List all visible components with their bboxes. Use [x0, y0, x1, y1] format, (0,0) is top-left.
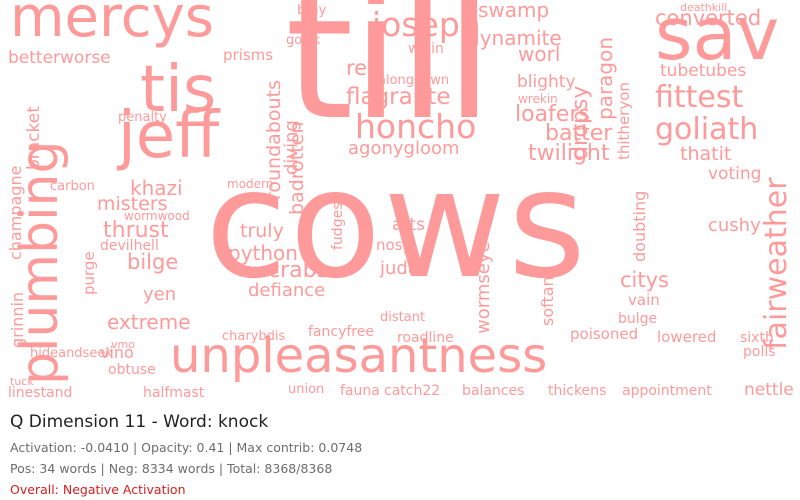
cloud-word: linestand — [8, 385, 73, 401]
cloud-word: tis — [140, 53, 217, 127]
cloud-word: cows — [205, 138, 589, 312]
cloud-word: worl — [518, 42, 561, 66]
cloud-word: obtuse — [108, 362, 156, 378]
cloud-word: balances — [462, 383, 525, 399]
cloud-word: extreme — [107, 310, 191, 334]
cloud-word: nettle — [744, 380, 794, 400]
cloud-word: citys — [620, 268, 669, 292]
cloud-word: batter — [545, 121, 613, 146]
cloud-word: loafers — [515, 102, 590, 127]
cloud-word: softan — [538, 276, 557, 326]
cloud-word: thitheryon — [615, 82, 633, 160]
cloud-word: swamp — [478, 0, 550, 22]
cloud-word: sixth — [740, 330, 774, 346]
cloud-word: sav — [655, 0, 780, 76]
cloud-word: python — [228, 241, 298, 265]
cloud-word: champagne — [6, 165, 25, 260]
cloud-word: khazi — [130, 176, 183, 200]
cloud-word: vmo — [111, 338, 135, 351]
cloud-word: bray — [297, 3, 327, 18]
cloud-word: halfmast — [143, 385, 205, 401]
cloud-word: flagrante — [346, 84, 451, 110]
cloud-word: dynamite — [467, 26, 562, 50]
cloud-word: arts — [392, 215, 425, 235]
cloud-word: bulge — [618, 311, 658, 327]
cloud-word: hideandseek — [30, 346, 113, 361]
cloud-word: willin — [408, 41, 444, 57]
cloud-word: cushy — [708, 215, 761, 236]
cloud-word: catch22 — [384, 383, 441, 399]
cloud-word: voting — [708, 164, 762, 184]
word-counts: Pos: 34 words | Neg: 8334 words | Total:… — [10, 461, 333, 476]
cloud-word: defiance — [248, 280, 326, 301]
cloud-word: poisoned — [570, 325, 639, 343]
cloud-word: judas — [380, 258, 429, 279]
cloud-word: tubetubes — [660, 61, 747, 81]
cloud-word: doubting — [630, 190, 649, 262]
cloud-word: truly — [240, 220, 284, 242]
cloud-word: dropsy — [568, 85, 593, 160]
cloud-word: vain — [628, 291, 660, 309]
cloud-word: fairweather — [759, 177, 794, 350]
cloud-word: agonygloom — [348, 138, 460, 159]
cloud-word: carbon — [50, 179, 95, 194]
cloud-word: wrekin — [518, 92, 558, 106]
cloud-word: crabs — [268, 258, 329, 283]
cloud-word: appointment — [622, 383, 712, 399]
cloud-word: fauna — [340, 383, 380, 399]
cloud-word: alongdown — [378, 73, 450, 88]
cloud-word: prisms — [223, 46, 274, 64]
cloud-word: converted — [655, 6, 762, 30]
word-cloud: cows till unpleasantness sav tis jeff pl… — [6, 0, 794, 401]
cloud-word: wormseye — [473, 241, 494, 334]
cloud-word: yen — [143, 284, 177, 305]
cloud-word: blighty — [517, 72, 576, 92]
cloud-word: union — [288, 382, 325, 397]
cloud-word: till — [285, 0, 493, 159]
cloud-word: fittest — [655, 80, 744, 115]
cloud-word: jeff — [118, 99, 220, 173]
cloud-word: wormwood — [124, 209, 190, 223]
cloud-word: purge — [80, 251, 98, 295]
cloud-word: fancyfree — [308, 324, 374, 340]
panel-title: Q Dimension 11 - Word: knock — [10, 412, 269, 432]
cloud-word: mercys — [10, 0, 214, 50]
cloud-word: gowk — [286, 33, 321, 48]
cloud-word: penalty — [118, 110, 167, 125]
cloud-word: twilight — [528, 141, 610, 166]
cloud-word: lowered — [657, 328, 717, 346]
cloud-word: thrust — [103, 218, 169, 243]
cloud-word: grinnin — [8, 291, 27, 348]
cloud-word: polls — [743, 344, 776, 360]
cloud-word: thickens — [548, 383, 607, 399]
cloud-word: charybdis — [222, 329, 286, 344]
cloud-word: thatit — [680, 143, 732, 165]
cloud-word: bracket — [24, 106, 44, 170]
cloud-word: rec — [346, 56, 379, 80]
cloud-word: goliath — [655, 112, 759, 147]
cloud-word: unpleasantness — [170, 328, 548, 384]
cloud-word: nosy — [376, 236, 412, 254]
cloud-word: roadline — [397, 330, 454, 346]
cloud-word: devilhell — [100, 238, 159, 254]
cloud-word: diving — [281, 120, 302, 175]
cloud-word: bilge — [127, 250, 179, 274]
cloud-word: betterworse — [8, 48, 111, 68]
cloud-word: modern — [227, 177, 274, 191]
cloud-word: paragon — [593, 36, 617, 120]
cloud-word: fudges — [330, 202, 346, 250]
activation-stats: Activation: -0.0410 | Opacity: 0.41 | Ma… — [10, 440, 363, 455]
cloud-word: joseph — [372, 5, 481, 44]
cloud-word: vino — [100, 343, 134, 362]
cloud-word: misters — [97, 193, 168, 215]
overall-status: Overall: Negative Activation — [10, 482, 186, 497]
cloud-word: honcho — [355, 107, 477, 146]
cloud-word: distant — [380, 310, 426, 325]
cloud-word: deathkill — [680, 1, 728, 14]
cloud-word: tuck — [10, 375, 34, 388]
